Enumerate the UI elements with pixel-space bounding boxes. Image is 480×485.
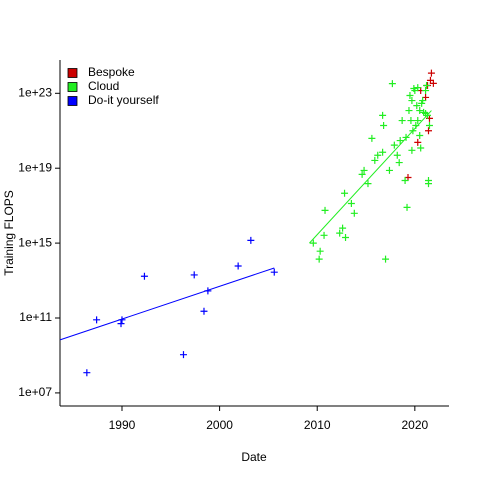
point bbox=[379, 111, 387, 119]
x-axis-label: Date bbox=[241, 450, 267, 464]
point bbox=[140, 272, 148, 280]
point bbox=[403, 203, 411, 211]
point bbox=[385, 166, 393, 174]
y-axis-label: Training FLOPS bbox=[2, 190, 16, 276]
point bbox=[408, 146, 416, 154]
point bbox=[374, 151, 382, 159]
point bbox=[321, 206, 329, 214]
point bbox=[380, 122, 388, 130]
point bbox=[320, 231, 328, 239]
trend-line bbox=[309, 110, 432, 244]
point bbox=[341, 189, 349, 197]
legend-swatch bbox=[67, 82, 78, 92]
point bbox=[204, 287, 212, 295]
legend-label: Do-it yourself bbox=[88, 93, 159, 107]
point bbox=[417, 144, 425, 152]
point bbox=[393, 151, 401, 159]
x-tick-label: 2000 bbox=[206, 418, 233, 432]
point bbox=[117, 320, 125, 328]
point bbox=[270, 268, 278, 276]
point bbox=[336, 229, 344, 237]
point bbox=[412, 122, 420, 130]
point bbox=[407, 117, 415, 125]
point bbox=[396, 137, 404, 145]
point bbox=[315, 255, 323, 263]
point bbox=[368, 134, 376, 142]
point bbox=[388, 80, 396, 88]
x-tick-label: 2020 bbox=[401, 418, 428, 432]
point bbox=[414, 138, 422, 146]
point bbox=[190, 271, 198, 279]
point bbox=[416, 131, 424, 139]
point bbox=[395, 159, 403, 167]
point bbox=[347, 200, 355, 208]
legend-swatch bbox=[67, 96, 78, 106]
legend-swatch bbox=[67, 68, 78, 78]
point bbox=[309, 239, 317, 247]
point bbox=[406, 92, 414, 100]
point bbox=[200, 307, 208, 315]
point bbox=[401, 177, 409, 185]
point bbox=[371, 156, 379, 164]
point bbox=[408, 97, 416, 105]
y-tick-label: 1e+19 bbox=[18, 160, 52, 174]
point bbox=[419, 97, 427, 105]
point bbox=[339, 224, 347, 232]
y-tick-label: 1e+15 bbox=[18, 235, 52, 249]
point bbox=[382, 255, 390, 263]
point bbox=[409, 127, 417, 135]
point bbox=[425, 180, 433, 188]
point bbox=[424, 111, 432, 119]
point bbox=[83, 369, 91, 377]
point bbox=[413, 102, 421, 110]
point bbox=[414, 117, 422, 125]
y-tick-label: 1e+11 bbox=[19, 310, 52, 324]
point bbox=[316, 247, 324, 255]
point bbox=[342, 233, 350, 241]
point bbox=[360, 166, 368, 174]
point bbox=[425, 122, 433, 130]
point bbox=[364, 180, 372, 188]
x-tick-label: 1990 bbox=[109, 418, 136, 432]
point bbox=[390, 141, 398, 149]
point bbox=[247, 236, 255, 244]
legend-label: Bespoke bbox=[88, 65, 135, 79]
point bbox=[118, 316, 126, 324]
y-tick-label: 1e+23 bbox=[18, 85, 52, 99]
point bbox=[398, 117, 406, 125]
point bbox=[93, 316, 101, 324]
point bbox=[402, 133, 410, 141]
point bbox=[414, 84, 422, 92]
point bbox=[416, 107, 424, 115]
point bbox=[179, 351, 187, 359]
trend-line bbox=[59, 267, 275, 341]
point bbox=[358, 170, 366, 178]
point bbox=[425, 127, 433, 135]
point bbox=[429, 79, 437, 87]
y-tick-label: 1e+07 bbox=[18, 385, 52, 399]
point bbox=[405, 107, 413, 115]
point bbox=[379, 148, 387, 156]
point bbox=[423, 82, 431, 90]
legend-label: Cloud bbox=[88, 79, 119, 93]
point bbox=[422, 87, 430, 95]
point bbox=[350, 209, 358, 217]
point bbox=[427, 69, 435, 77]
x-tick-label: 2010 bbox=[304, 418, 331, 432]
point bbox=[234, 262, 242, 270]
